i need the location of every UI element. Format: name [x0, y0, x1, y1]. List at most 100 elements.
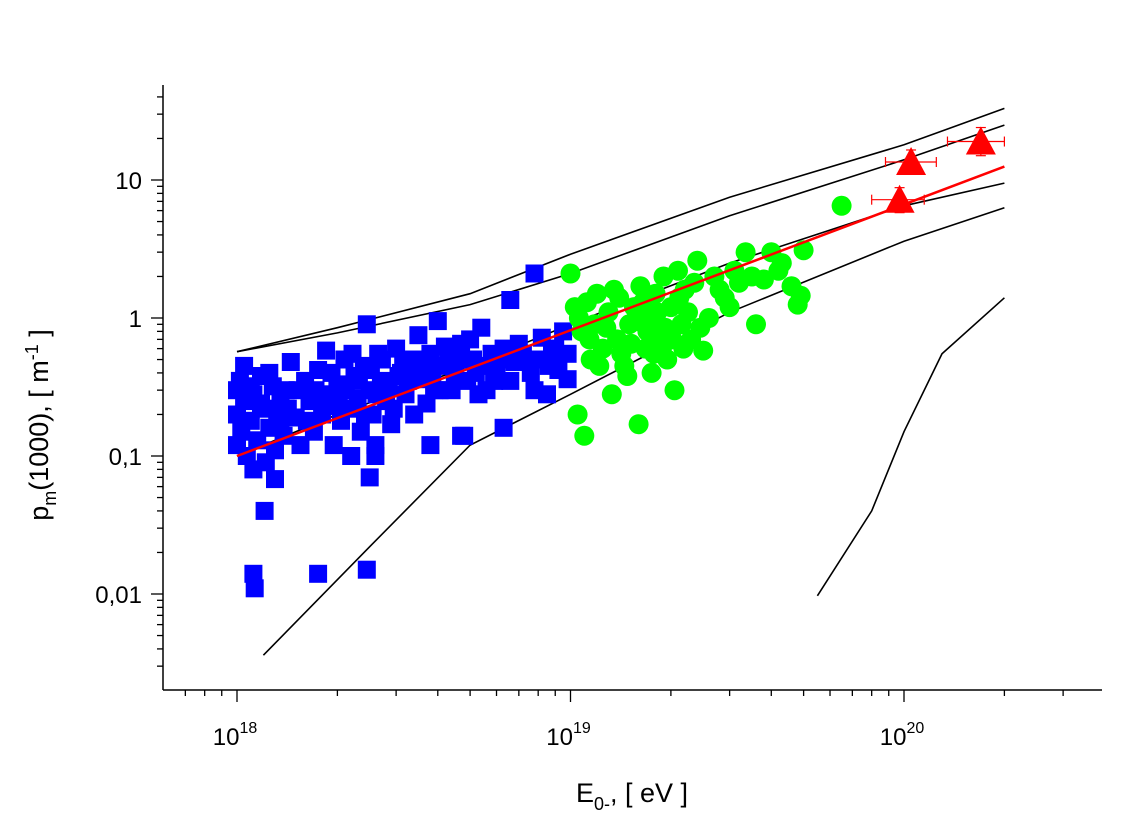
blue-square-point	[357, 560, 376, 579]
blue-square-point	[322, 363, 341, 382]
blue-square-point	[558, 370, 577, 389]
blue-square-point	[430, 381, 449, 400]
blue-square-point	[366, 447, 385, 465]
green-circle-point	[596, 317, 617, 338]
x-tick-label: 1020	[880, 720, 925, 751]
green-circle-point	[574, 425, 595, 446]
y-tick-label: 0,01	[95, 582, 142, 609]
x-tick-exponent: 20	[906, 720, 924, 737]
y-tick-label: 1	[129, 306, 142, 333]
data-points	[228, 195, 852, 598]
green-circle-point	[741, 266, 762, 287]
blue-square-point	[428, 312, 447, 331]
blue-square-point	[255, 501, 274, 520]
blue-square-point	[244, 460, 263, 479]
x-axis-title: E0-, [ eV ]	[576, 778, 688, 814]
green-circle-point	[678, 302, 698, 323]
green-circle-point	[690, 317, 711, 338]
blue-square-point	[260, 363, 279, 382]
blue-square-point	[423, 363, 442, 382]
green-circle-point	[586, 283, 607, 304]
fit-line-red	[236, 165, 1005, 458]
y-tick-label: 10	[115, 168, 142, 195]
green-circle-point	[673, 338, 694, 359]
green-circle-point	[637, 321, 658, 342]
blue-square-point	[501, 291, 520, 309]
model-curve-5	[816, 297, 1005, 597]
green-circle-point	[617, 366, 638, 386]
green-circle-point	[668, 260, 688, 281]
green-circle-point	[746, 314, 766, 335]
blue-square-point	[538, 385, 556, 404]
green-circle-point	[669, 287, 690, 308]
blue-square-point	[351, 422, 370, 441]
fit-line	[236, 165, 1005, 458]
ticks	[151, 96, 1064, 702]
green-circle-point	[560, 263, 581, 284]
blue-square-point	[245, 579, 264, 598]
blue-square-point	[324, 436, 343, 455]
blue-square-point	[472, 318, 491, 337]
blue-square-point	[271, 415, 290, 434]
green-circle-point	[790, 285, 811, 306]
red-triangle-point	[965, 126, 996, 155]
blue-square-point	[421, 436, 440, 455]
blue-square-point	[244, 564, 263, 583]
blue-square-point	[558, 344, 577, 363]
green-circle-point	[567, 404, 588, 425]
green-circle-point	[735, 242, 756, 263]
red-triangle-point	[896, 147, 927, 176]
triangle-points	[884, 126, 996, 213]
blue-square-point	[501, 371, 520, 390]
green-circle-point	[601, 384, 622, 405]
blue-square-point	[314, 394, 333, 413]
green-circle-point	[687, 250, 708, 271]
blue-square-point	[281, 353, 300, 371]
model-curve-2	[236, 124, 1005, 353]
green-circle-point	[579, 329, 600, 350]
blue-square-point	[494, 418, 513, 437]
blue-square-point	[452, 334, 471, 353]
blue-square-point	[343, 344, 362, 363]
x-tick-exponent: 19	[573, 720, 591, 737]
blue-square-point	[452, 426, 471, 445]
blue-square-point	[266, 470, 284, 489]
green-circle-point	[604, 279, 624, 300]
blue-square-point	[329, 397, 348, 416]
blue-square-point	[357, 315, 376, 334]
green-circle-point	[589, 355, 610, 376]
green-circle-point	[621, 333, 642, 354]
green-circle-point	[693, 340, 714, 361]
model-curve-1	[236, 107, 1005, 353]
blue-square-point	[317, 341, 336, 360]
green-circle-point	[714, 287, 735, 308]
blue-square-point	[372, 350, 391, 369]
blue-square-point	[485, 371, 504, 390]
x-tick-base: 10	[213, 724, 240, 751]
blue-square-point	[360, 468, 379, 487]
green-circle-point	[568, 308, 589, 328]
green-circle-point	[768, 260, 789, 281]
blue-square-point	[529, 350, 548, 369]
red-triangle-point	[884, 184, 915, 213]
green-circle-point	[647, 302, 668, 323]
x-tick-base: 10	[880, 724, 907, 751]
blue-square-point	[309, 564, 328, 583]
green-circle-point	[641, 362, 662, 383]
x-tick-label: 1018	[213, 720, 258, 751]
blue-square-point	[252, 394, 270, 413]
x-tick-label: 1019	[546, 720, 591, 751]
y-tick-label: 0,1	[109, 444, 142, 471]
blue-square-point	[525, 264, 544, 283]
x-tick-base: 10	[546, 724, 573, 751]
y-axis-title: pm(1000), [ m-1 ]	[22, 329, 60, 521]
blue-square-point	[382, 415, 401, 434]
model-curve-4	[262, 206, 1005, 656]
green-circle-point	[628, 414, 649, 435]
blue-square-point	[297, 411, 316, 430]
blue-square-point	[288, 381, 307, 400]
blue-square-point	[469, 385, 488, 404]
blue-square-point	[241, 377, 260, 396]
